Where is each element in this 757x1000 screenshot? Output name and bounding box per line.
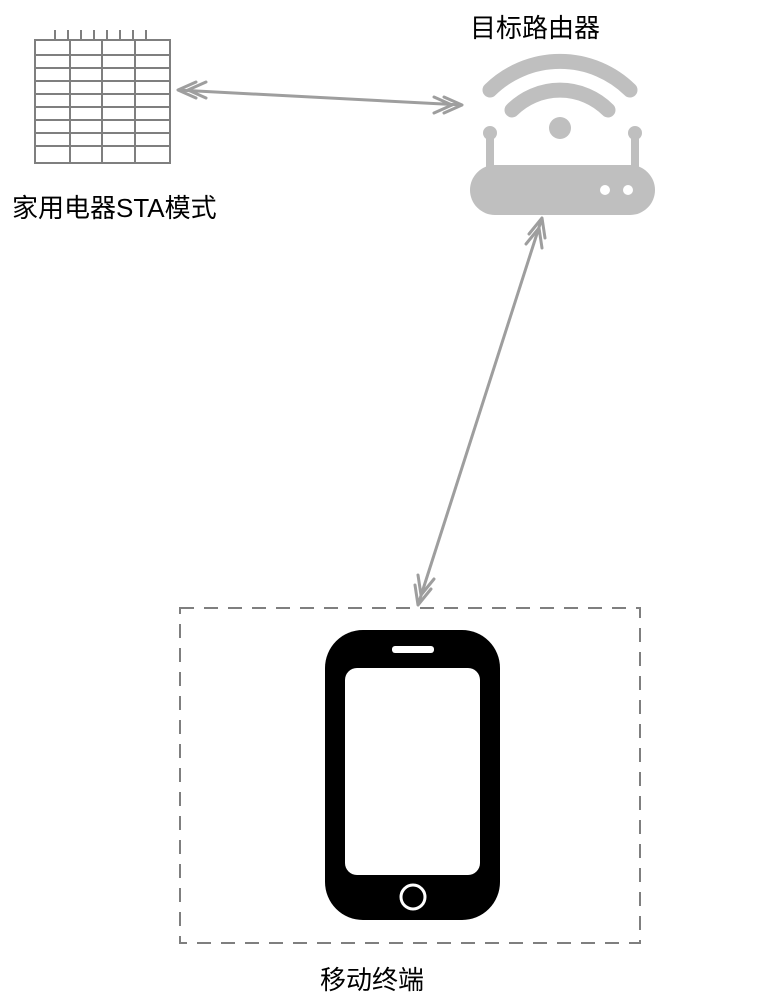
appliance-label: 家用电器STA模式 xyxy=(12,188,217,225)
phone-speaker xyxy=(392,646,434,653)
arrow-router-mobile xyxy=(415,218,545,605)
phone-icon xyxy=(325,630,500,920)
router-label: 目标路由器 xyxy=(470,8,600,45)
router-icon xyxy=(470,61,655,215)
wifi-wave-1 xyxy=(512,90,608,110)
diagram-canvas xyxy=(0,0,757,1000)
arrow-appliance-router xyxy=(178,82,462,113)
appliance-icon xyxy=(35,30,170,163)
mobile-label: 移动终端 xyxy=(320,960,424,997)
wifi-dot xyxy=(549,117,571,139)
